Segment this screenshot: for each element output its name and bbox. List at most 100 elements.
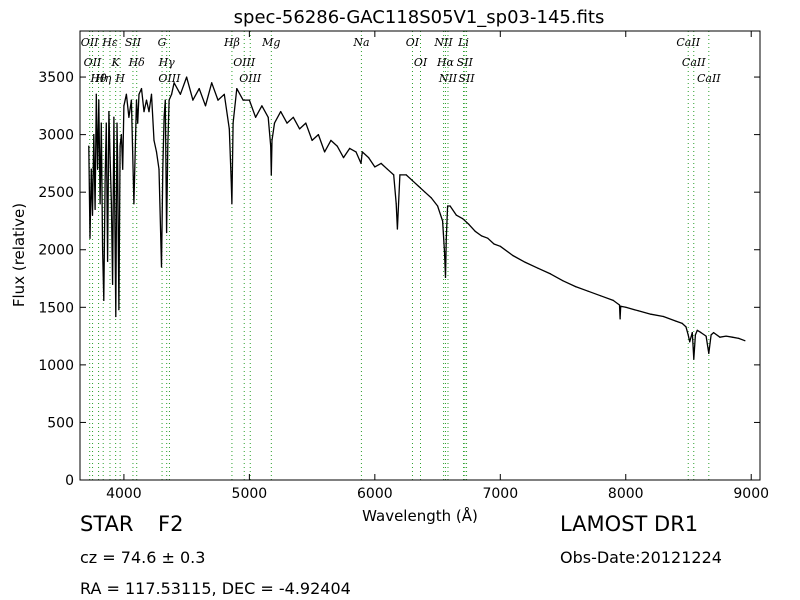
spectrum-point xyxy=(713,332,715,334)
spectrum-point xyxy=(140,88,143,90)
spectral-line-label: Hδ xyxy=(128,56,146,69)
spectrum-point xyxy=(292,116,294,118)
spectral-line-label: Li xyxy=(457,36,469,49)
spectrum-point xyxy=(689,341,691,343)
spectrum-point xyxy=(173,82,175,84)
spectrum-point xyxy=(380,162,382,164)
spectrum-point xyxy=(230,180,232,182)
spectral-line-label: Hα xyxy=(436,56,455,69)
spectrum-point xyxy=(587,290,589,292)
spectrum-point xyxy=(386,168,388,170)
spectrum-point xyxy=(273,122,276,124)
spectrum-point xyxy=(153,139,155,141)
spectrum-point xyxy=(116,122,118,124)
spectrum-point xyxy=(267,116,269,118)
spectrum-point xyxy=(98,99,100,101)
spectrum-point xyxy=(280,111,282,113)
spectrum-point xyxy=(619,318,621,320)
survey-name: LAMOST DR1 xyxy=(560,512,699,536)
spectrum-point xyxy=(163,116,165,118)
spectrum-point xyxy=(399,174,401,176)
spectrum-point xyxy=(120,134,122,136)
spectrum-point xyxy=(493,243,495,245)
spectrum-point xyxy=(618,304,621,306)
spectrum-point xyxy=(270,145,272,147)
spectrum-point xyxy=(128,116,130,118)
spectrum-point xyxy=(133,203,135,205)
y-tick-label: 1000 xyxy=(38,358,74,374)
spectrum-point xyxy=(90,168,92,170)
spectrum-series-line xyxy=(88,76,746,360)
spectral-line-label: Na xyxy=(352,36,369,49)
spectral-line-label: OIII xyxy=(239,72,262,85)
spectrum-point xyxy=(625,306,627,308)
spectrum-point xyxy=(217,99,219,101)
x-tick-label: 4000 xyxy=(106,486,142,502)
spectral-line-label: OII xyxy=(84,56,102,69)
y-tick-label: 2000 xyxy=(38,243,74,259)
spectrum-point xyxy=(232,122,234,124)
spectrum-point xyxy=(125,93,127,95)
spectral-line-label: CaII xyxy=(697,72,721,85)
spectrum-point xyxy=(135,99,138,101)
x-tick-label: 6000 xyxy=(357,486,393,502)
x-tick-label: 9000 xyxy=(733,486,769,502)
spectrum-point xyxy=(330,139,332,141)
spectrum-point xyxy=(311,139,313,141)
spectral-line-label: Hγ xyxy=(158,56,176,69)
spectrum-point xyxy=(270,174,272,176)
spectral-line-label: OIII xyxy=(233,56,256,69)
ra-dec-coordinates: RA = 117.53115, DEC = -4.92404 xyxy=(80,579,351,598)
spectrum-point xyxy=(168,99,170,101)
spectrum-point xyxy=(107,260,109,262)
spectrum-point xyxy=(160,266,163,268)
spectrum-point xyxy=(708,352,710,354)
spectrum-point xyxy=(103,299,105,301)
spectral-line-label: CaII xyxy=(682,56,706,69)
spectrum-point xyxy=(105,122,107,124)
spectral-line-label: OIII xyxy=(158,72,181,85)
y-tick-label: 2500 xyxy=(38,185,74,201)
spectrum-point xyxy=(179,93,181,95)
object-subclass: F2 xyxy=(158,512,184,536)
spectrum-point xyxy=(355,151,357,153)
spectrum-point xyxy=(361,151,363,153)
spectrum-point xyxy=(424,191,426,193)
spectrum-point xyxy=(650,313,652,315)
spectrum-point xyxy=(223,93,225,95)
spectral-line-label: OII xyxy=(81,36,99,49)
spectrum-point xyxy=(143,111,145,113)
spectrum-point xyxy=(94,208,96,210)
spectrum-point xyxy=(694,334,697,336)
spectrum-point xyxy=(198,88,200,90)
y-tick-label: 3500 xyxy=(38,70,74,86)
spectrum-point xyxy=(119,145,121,147)
spectrum-point xyxy=(192,99,194,101)
spectrum-point xyxy=(396,228,398,230)
spectrum-point xyxy=(600,295,602,297)
spectrum-point xyxy=(368,157,370,159)
spectrum-point xyxy=(342,157,345,159)
spectrum-point xyxy=(110,203,112,205)
spectrum-point xyxy=(113,116,115,118)
spectrum-point xyxy=(248,99,250,101)
spectrum-point xyxy=(537,267,539,269)
spectrum-point xyxy=(91,214,94,216)
spectral-line-label: SII xyxy=(125,36,142,49)
spectrum-point xyxy=(725,335,727,337)
spectral-line-label: SII xyxy=(458,72,475,85)
spectral-line-label: SII xyxy=(457,56,474,69)
spectrum-point xyxy=(317,134,319,136)
spectrum-point xyxy=(744,340,746,342)
spectrum-point xyxy=(405,174,407,176)
spectrum-point xyxy=(102,249,104,251)
spectrum-point xyxy=(305,122,307,124)
plot-frame xyxy=(79,30,761,481)
x-tick-label: 7000 xyxy=(482,486,518,502)
spectrum-point xyxy=(360,162,362,164)
spectrum-point xyxy=(499,245,501,247)
spectrum-point xyxy=(99,203,101,205)
spectrum-point xyxy=(442,220,444,222)
